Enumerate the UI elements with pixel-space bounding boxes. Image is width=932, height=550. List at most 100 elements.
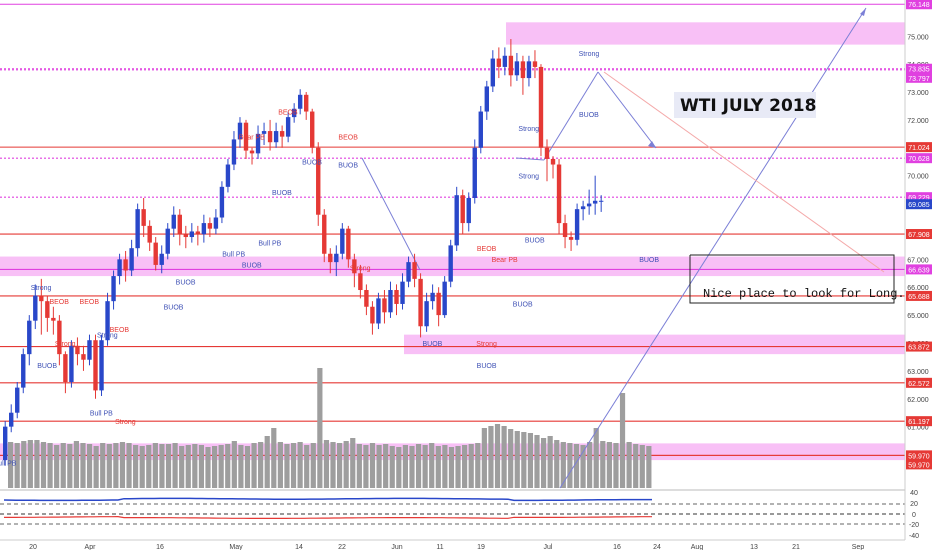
candle-label: BEOB — [80, 299, 100, 306]
time-tick-label: May — [229, 544, 243, 550]
candle-body — [141, 209, 146, 226]
candle-label: BEOB — [110, 327, 130, 334]
candle-body — [502, 55, 508, 67]
volume-bar — [415, 444, 422, 488]
candle-body — [478, 111, 483, 148]
trend-line — [597, 71, 657, 149]
volume-bar — [27, 440, 33, 488]
candle-label: Bear PB — [492, 257, 518, 264]
volume-bar — [587, 442, 593, 488]
volume-bar — [126, 443, 132, 488]
volume-bar — [146, 445, 152, 488]
candle-label: Strong — [579, 51, 600, 58]
volume-bar — [73, 441, 79, 488]
volume-bar — [409, 446, 415, 488]
candle-body — [406, 262, 411, 282]
level-price-label: 69.229 — [908, 195, 930, 202]
volume-bar — [172, 443, 178, 488]
candle-body — [201, 223, 207, 235]
oscillator-tick-label: 0 — [912, 512, 916, 519]
oscillator-pane: 40 20 0 -20 -40 — [0, 489, 919, 540]
candle-label: BUOB — [164, 305, 184, 312]
level-price-label: 62.572 — [908, 381, 930, 388]
candle-label: BUOB — [272, 190, 292, 197]
candle-label: BEOB — [477, 246, 497, 253]
level-price-label: 73.797 — [908, 76, 930, 83]
candle-body — [81, 354, 86, 360]
candle-label: BUOB — [176, 279, 196, 286]
price-axis[interactable]: 75.00074.00073.00072.00071.00070.00069.0… — [904, 0, 932, 540]
candle-body — [33, 295, 38, 321]
candle-body — [592, 200, 598, 204]
last-price-label: 69.085 — [908, 202, 930, 209]
candle-body — [496, 58, 502, 67]
volume-bar — [264, 436, 270, 488]
zone-band — [404, 334, 905, 355]
volume-bar — [442, 445, 448, 488]
arrow-head — [860, 8, 866, 16]
candle-body — [442, 281, 447, 316]
candle-body — [514, 61, 520, 76]
level-price-label: 59.970 — [908, 453, 930, 460]
candle-body — [111, 276, 116, 302]
candle-body — [99, 340, 104, 391]
volume-bar — [389, 446, 395, 488]
volume-bar — [323, 440, 330, 488]
volume-bar — [429, 443, 435, 488]
candle-body — [484, 86, 489, 112]
candle-label: Strong — [350, 265, 371, 272]
candle-body — [454, 195, 459, 246]
volume-bar — [376, 445, 382, 488]
time-tick-label: 16 — [613, 544, 621, 550]
candle-body — [436, 292, 441, 316]
volume-bar — [238, 445, 244, 488]
volume-bar — [501, 426, 507, 488]
annotation-text: Nice place to look for Long. — [703, 287, 905, 301]
level-price-tag — [906, 142, 932, 153]
price-tick-label: 73.000 — [907, 90, 929, 97]
time-tick-label: 11 — [436, 544, 443, 550]
price-tick-label: 67.000 — [907, 257, 929, 264]
candle-label: Strong — [115, 419, 136, 426]
time-tick-label: Jul — [544, 544, 553, 550]
trend-line — [515, 157, 545, 161]
volume-bar — [67, 444, 73, 488]
candle-body — [430, 292, 435, 302]
annotation-box: Nice place to look for Long. — [689, 254, 905, 304]
volume-bar — [468, 444, 474, 488]
volume-bar — [244, 446, 251, 488]
candle-label: BEOB — [49, 299, 69, 306]
level-price-label: 66.639 — [908, 267, 930, 274]
volume-bar — [86, 444, 93, 488]
volume-bar — [633, 444, 639, 488]
level-price-tag — [906, 153, 932, 164]
level-price-label: 59.970 — [908, 462, 930, 469]
volume-bar — [363, 445, 369, 488]
candle-body — [538, 66, 544, 148]
level-price-label: 63.872 — [908, 345, 930, 352]
candle-body — [418, 278, 423, 327]
candle-body — [153, 242, 158, 265]
volume-bar — [646, 446, 652, 488]
time-axis[interactable]: 20 Apr 16 May 14 22 Jun 11 19 Jul 16 24 Aug 13 21 Sep — [0, 539, 905, 550]
candle-body — [213, 217, 219, 229]
volume-bar — [613, 443, 619, 488]
volume-bar — [139, 446, 145, 488]
level-price-tag — [906, 416, 932, 427]
candle-label: BUOB — [242, 263, 262, 270]
level-price-label: 67.908 — [908, 232, 930, 239]
candle-body — [310, 111, 315, 148]
candle-label: BUOB — [37, 363, 57, 370]
level-price-label: 71.024 — [908, 145, 930, 152]
candle-body — [87, 340, 92, 360]
price-tick-label: 63.000 — [907, 369, 929, 376]
trend-line — [543, 71, 599, 161]
chart-title-box: WTI JULY 2018 — [674, 92, 816, 118]
candle-body — [21, 354, 26, 388]
volume-bar — [21, 441, 27, 488]
candle-body — [334, 253, 339, 263]
candle-body — [448, 245, 453, 282]
candle-body — [135, 209, 140, 249]
